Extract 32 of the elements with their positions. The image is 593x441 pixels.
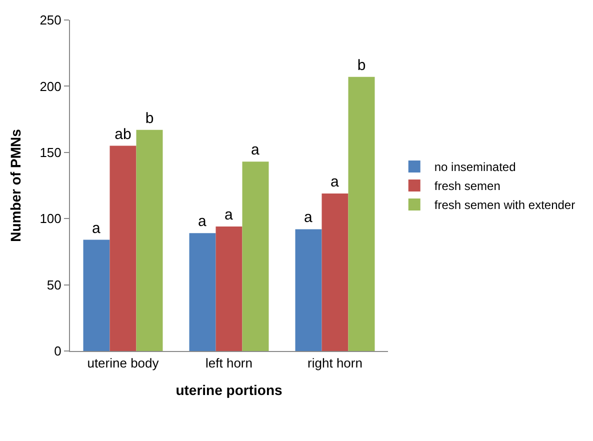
data-label: b — [357, 56, 366, 74]
y-tick-label: 200 — [40, 78, 62, 94]
bar — [189, 233, 216, 351]
y-tick-label: 250 — [40, 12, 62, 28]
legend-label: no inseminated — [434, 160, 516, 174]
legend-label: fresh semen with extender — [434, 198, 576, 212]
bar — [295, 229, 322, 351]
data-label: a — [304, 209, 313, 226]
y-axis-title: Number of PMNs — [7, 128, 24, 242]
legend-label: fresh semen — [434, 179, 500, 194]
data-label: a — [224, 206, 234, 224]
bar — [242, 162, 269, 351]
bar — [110, 146, 136, 351]
data-label: a — [198, 213, 207, 230]
x-tick-label: right horn — [308, 356, 362, 371]
x-tick-label: left horn — [206, 356, 252, 371]
bar — [322, 193, 348, 351]
y-tick-label: 150 — [40, 144, 62, 160]
x-tick-label: uterine body — [87, 356, 160, 371]
bar — [136, 130, 163, 351]
bar — [216, 226, 242, 351]
data-label: ab — [114, 126, 132, 143]
data-label: b — [145, 110, 154, 127]
bar — [83, 240, 110, 351]
bar — [348, 76, 375, 351]
data-label: a — [330, 173, 340, 190]
data-label: a — [92, 220, 101, 237]
y-tick-label: 50 — [46, 277, 62, 292]
data-label: a — [251, 142, 260, 159]
x-axis-title: uterine portions — [176, 382, 282, 398]
y-tick-label: 100 — [40, 211, 62, 226]
y-tick-label: 0 — [54, 344, 62, 359]
